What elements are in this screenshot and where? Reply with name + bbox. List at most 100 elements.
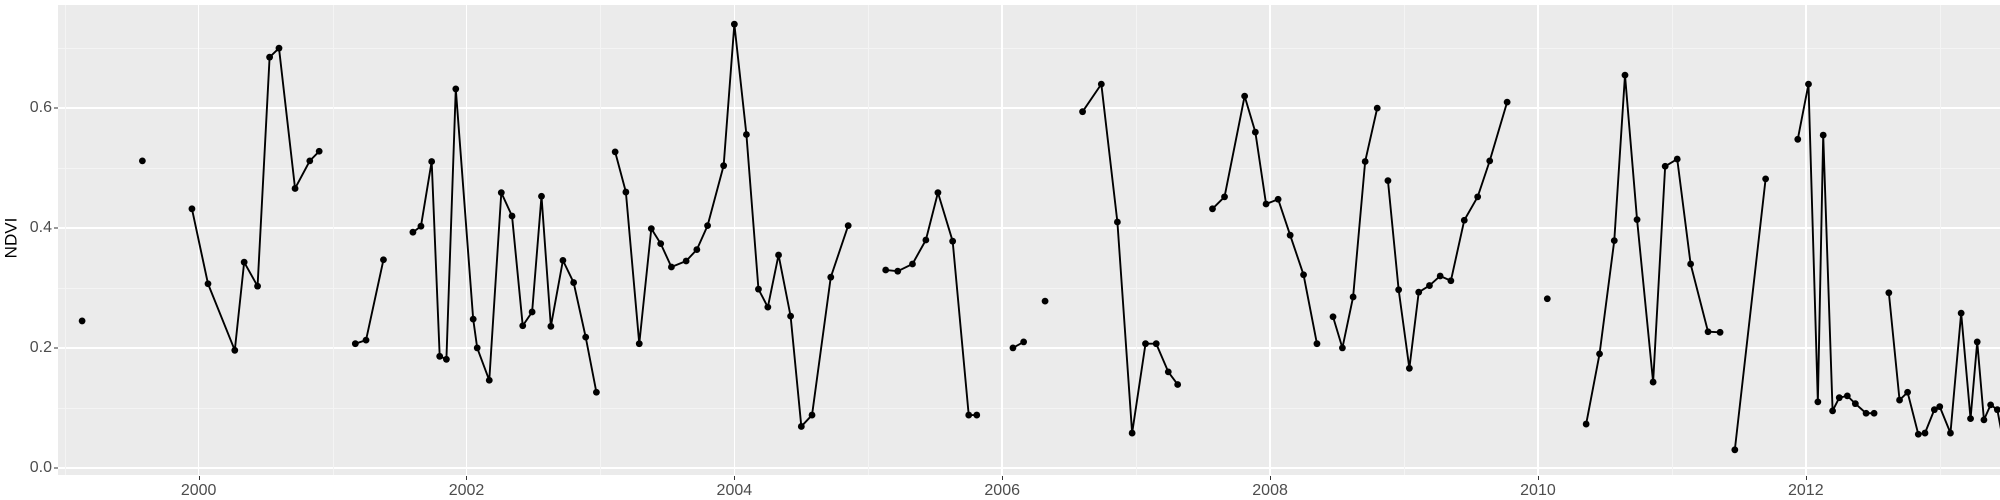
data-point bbox=[204, 280, 212, 288]
gridline-x-2010 bbox=[1537, 5, 1539, 475]
data-point bbox=[1447, 277, 1455, 285]
data-point bbox=[582, 333, 590, 341]
series-line-segment bbox=[354, 258, 385, 345]
data-point bbox=[78, 317, 86, 325]
data-point bbox=[559, 256, 567, 264]
data-point bbox=[1967, 415, 1974, 423]
data-point bbox=[1373, 104, 1381, 112]
x-tick-mark bbox=[1270, 476, 1272, 480]
gridline-x-2006 bbox=[1001, 5, 1003, 475]
data-point bbox=[188, 205, 196, 213]
data-point bbox=[1174, 381, 1182, 388]
data-point bbox=[973, 411, 981, 419]
data-point bbox=[1142, 340, 1149, 348]
data-point bbox=[1805, 80, 1812, 88]
data-point bbox=[1460, 216, 1468, 224]
data-point bbox=[682, 257, 690, 265]
data-point bbox=[1329, 313, 1337, 321]
data-point bbox=[473, 344, 481, 352]
series-line-segment bbox=[884, 191, 978, 416]
data-point bbox=[922, 236, 930, 244]
gridline-y-0.6 bbox=[58, 107, 2000, 109]
data-point bbox=[362, 336, 370, 344]
data-point bbox=[1704, 328, 1712, 336]
data-point bbox=[1661, 162, 1669, 170]
data-point bbox=[409, 228, 417, 236]
y-tick-label-0.4: 0.4 bbox=[29, 219, 52, 236]
gridline-y-minor bbox=[58, 48, 2000, 50]
data-point bbox=[508, 212, 516, 220]
gridline-x-minor bbox=[1404, 5, 1405, 475]
data-point bbox=[1164, 368, 1172, 376]
data-point bbox=[291, 185, 299, 192]
data-point bbox=[787, 312, 794, 320]
series-line-segment bbox=[190, 47, 321, 352]
data-point bbox=[1716, 328, 1724, 336]
data-point bbox=[538, 192, 545, 200]
data-point bbox=[1885, 289, 1893, 297]
data-point bbox=[1973, 338, 1981, 346]
data-point bbox=[1819, 131, 1827, 139]
data-point bbox=[1731, 446, 1739, 454]
data-point bbox=[647, 225, 655, 233]
gridline-y-0.0 bbox=[58, 467, 2000, 469]
data-point bbox=[882, 266, 890, 274]
data-point bbox=[1436, 272, 1444, 280]
data-point bbox=[1384, 177, 1392, 185]
series-line-segment bbox=[411, 87, 598, 394]
data-point bbox=[1251, 128, 1259, 136]
gridline-x-minor bbox=[1136, 5, 1138, 475]
data-point bbox=[844, 222, 852, 230]
y-axis-title-label: NDVI bbox=[1, 217, 20, 258]
data-point bbox=[1621, 71, 1629, 79]
x-tick-mark bbox=[1002, 476, 1004, 480]
data-point bbox=[1361, 158, 1369, 165]
data-point bbox=[1610, 237, 1618, 245]
x-tick-mark bbox=[734, 476, 736, 480]
data-point bbox=[547, 322, 555, 330]
data-point bbox=[1020, 338, 1028, 346]
series-line-segment bbox=[1081, 83, 1179, 434]
data-point bbox=[1097, 80, 1105, 88]
data-point bbox=[622, 188, 630, 196]
y-tick-label-0.6: 0.6 bbox=[29, 99, 52, 117]
data-point bbox=[306, 157, 314, 165]
data-point bbox=[1987, 401, 1995, 409]
data-point bbox=[1009, 344, 1017, 352]
data-point bbox=[704, 222, 711, 230]
data-point bbox=[1829, 407, 1836, 415]
series-line-segment bbox=[1386, 101, 1509, 370]
data-layer bbox=[78, 20, 2000, 454]
data-point bbox=[1762, 175, 1770, 183]
data-point bbox=[1286, 231, 1294, 239]
data-point bbox=[1041, 297, 1049, 305]
x-tick-label-2010: 2010 bbox=[1520, 482, 1556, 499]
gridline-x-minor bbox=[332, 5, 334, 475]
y-tick-mark bbox=[54, 347, 58, 349]
data-point bbox=[797, 423, 805, 430]
gridline-y-minor bbox=[58, 287, 2000, 289]
data-point bbox=[443, 355, 450, 363]
gridline-x-2008 bbox=[1269, 5, 1271, 475]
data-point bbox=[1262, 200, 1270, 208]
data-point bbox=[1543, 295, 1551, 303]
gridline-y-0.2 bbox=[58, 347, 2000, 349]
data-point bbox=[775, 251, 782, 259]
data-point bbox=[1687, 260, 1695, 268]
data-point bbox=[417, 222, 425, 230]
series-line-segment bbox=[1211, 95, 1318, 345]
data-point bbox=[1300, 271, 1307, 279]
data-point bbox=[909, 260, 916, 268]
data-point bbox=[1079, 108, 1086, 116]
data-point bbox=[1957, 309, 1965, 317]
data-point bbox=[1980, 416, 1988, 424]
y-tick-mark bbox=[54, 107, 58, 109]
data-point bbox=[254, 282, 261, 290]
gridline-x-minor bbox=[600, 5, 602, 475]
series-line-segment bbox=[614, 23, 850, 428]
data-point bbox=[1503, 98, 1511, 106]
data-point bbox=[1914, 430, 1922, 438]
data-point bbox=[1851, 400, 1859, 408]
y-tick-label-0.0: 0.0 bbox=[29, 458, 52, 476]
